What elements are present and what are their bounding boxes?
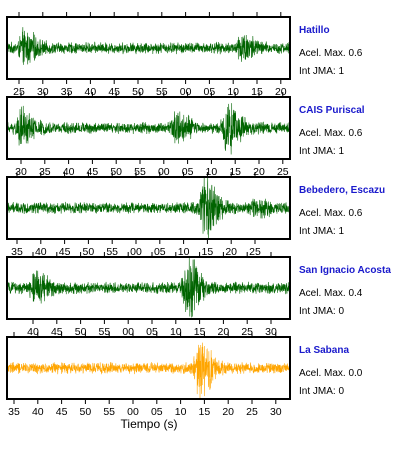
jma-intensity-label: Int JMA: 1 — [299, 146, 344, 157]
x-tick-label: 15 — [251, 86, 263, 98]
panel-frame — [6, 336, 291, 400]
station-name: San Ignacio Acosta — [299, 265, 391, 276]
x-tick-label: 25 — [13, 86, 25, 98]
station-panel: 35 40 45 50 55 00 05 10 15 20 25 Bebedero, Escazu Ac… — [6, 172, 385, 258]
x-tick-label: 55 — [156, 86, 168, 98]
x-tick-label: 10 — [170, 326, 182, 338]
x-tick-label: 30 — [37, 86, 49, 98]
x-tick-label: 00 — [158, 166, 170, 178]
station-panel: 30 35 40 45 50 55 00 05 10 15 20 25 CAIS Puriscal Ace… — [6, 92, 365, 178]
x-tick-label: 55 — [99, 326, 111, 338]
waveform-trace — [7, 27, 290, 65]
x-tick-label: 20 — [222, 406, 234, 418]
x-tick-label: 55 — [134, 166, 146, 178]
x-tick-label: 30 — [15, 166, 27, 178]
x-tick-label: 25 — [246, 406, 258, 418]
x-tick-label: 00 — [130, 246, 142, 258]
x-tick-label: 25 — [249, 246, 261, 258]
x-tick-label: 50 — [80, 406, 92, 418]
x-tick-label: 20 — [225, 246, 237, 258]
accel-max-label: Acel. Max. 0.6 — [299, 208, 363, 219]
x-tick-label: 25 — [241, 326, 253, 338]
x-tick-label: 35 — [11, 246, 23, 258]
x-tick-label: 30 — [265, 326, 277, 338]
panel-frame — [6, 96, 291, 160]
x-tick-label: 20 — [253, 166, 265, 178]
x-tick-label: 50 — [75, 326, 87, 338]
x-tick-label: 55 — [106, 246, 118, 258]
panel-frame — [6, 176, 291, 240]
station-panel: 35 40 45 50 55 00 05 10 15 20 25 30 La Sabana Acel. M… — [6, 332, 363, 418]
x-tick-label: 30 — [270, 406, 282, 418]
x-tick-label: 35 — [39, 166, 51, 178]
x-tick-label: 05 — [154, 246, 166, 258]
waveform-trace — [7, 257, 290, 318]
x-tick-label: 05 — [146, 326, 158, 338]
x-tick-label: 40 — [32, 406, 44, 418]
x-tick-label: 40 — [27, 326, 39, 338]
station-panel: 40 45 50 55 00 05 10 15 20 25 30 San Ignacio Acosta… — [6, 252, 391, 338]
x-tick-label: 15 — [202, 246, 214, 258]
accel-max-label: Acel. Max. 0.6 — [299, 128, 363, 139]
station-name: CAIS Puriscal — [299, 105, 365, 116]
x-tick-label: 35 — [61, 86, 73, 98]
x-tick-label: 35 — [8, 406, 20, 418]
jma-intensity-label: Int JMA: 1 — [299, 226, 344, 237]
x-tick-label: 10 — [227, 86, 239, 98]
x-tick-label: 15 — [229, 166, 241, 178]
station-name: Bebedero, Escazu — [299, 185, 385, 196]
jma-intensity-label: Int JMA: 0 — [299, 386, 344, 397]
x-tick-label: 45 — [59, 246, 71, 258]
jma-intensity-label: Int JMA: 1 — [299, 66, 344, 77]
jma-intensity-label: Int JMA: 0 — [299, 306, 344, 317]
x-tick-label: 45 — [87, 166, 99, 178]
x-tick-label: 05 — [182, 166, 194, 178]
x-tick-label: 10 — [175, 406, 187, 418]
accel-max-label: Acel. Max. 0.0 — [299, 368, 363, 379]
accel-max-label: Acel. Max. 0.6 — [299, 48, 363, 59]
station-panel: 25 30 35 40 45 50 55 00 05 10 15 20 Hatillo Acel. Max… — [6, 12, 363, 98]
x-tick-label: 45 — [51, 326, 63, 338]
station-name: La Sabana — [299, 345, 349, 356]
x-tick-label: 50 — [132, 86, 144, 98]
x-tick-label: 00 — [127, 406, 139, 418]
x-tick-label: 15 — [194, 326, 206, 338]
x-tick-label: 20 — [275, 86, 287, 98]
x-tick-label: 10 — [206, 166, 218, 178]
x-tick-label: 40 — [85, 86, 97, 98]
x-tick-label: 25 — [277, 166, 289, 178]
panel-frame — [6, 16, 291, 80]
x-tick-label: 45 — [56, 406, 68, 418]
x-tick-label: 15 — [199, 406, 211, 418]
x-tick-label: 55 — [103, 406, 115, 418]
x-tick-label: 05 — [151, 406, 163, 418]
x-tick-label: 00 — [180, 86, 192, 98]
x-tick-label: 00 — [122, 326, 134, 338]
x-tick-label: 20 — [218, 326, 230, 338]
waveform-trace — [7, 342, 290, 399]
accel-max-label: Acel. Max. 0.4 — [299, 288, 363, 299]
waveform-trace — [7, 177, 290, 239]
x-tick-label: 50 — [83, 246, 95, 258]
x-tick-label: 10 — [178, 246, 190, 258]
x-tick-label: 40 — [35, 246, 47, 258]
waveform-trace — [7, 103, 290, 155]
x-tick-label: 05 — [204, 86, 216, 98]
x-tick-label: 45 — [108, 86, 120, 98]
panel-frame — [6, 256, 291, 320]
x-tick-label: 50 — [110, 166, 122, 178]
x-tick-label: 40 — [63, 166, 75, 178]
x-axis-label: Tiempo (s) — [121, 417, 178, 431]
station-name: Hatillo — [299, 25, 330, 36]
